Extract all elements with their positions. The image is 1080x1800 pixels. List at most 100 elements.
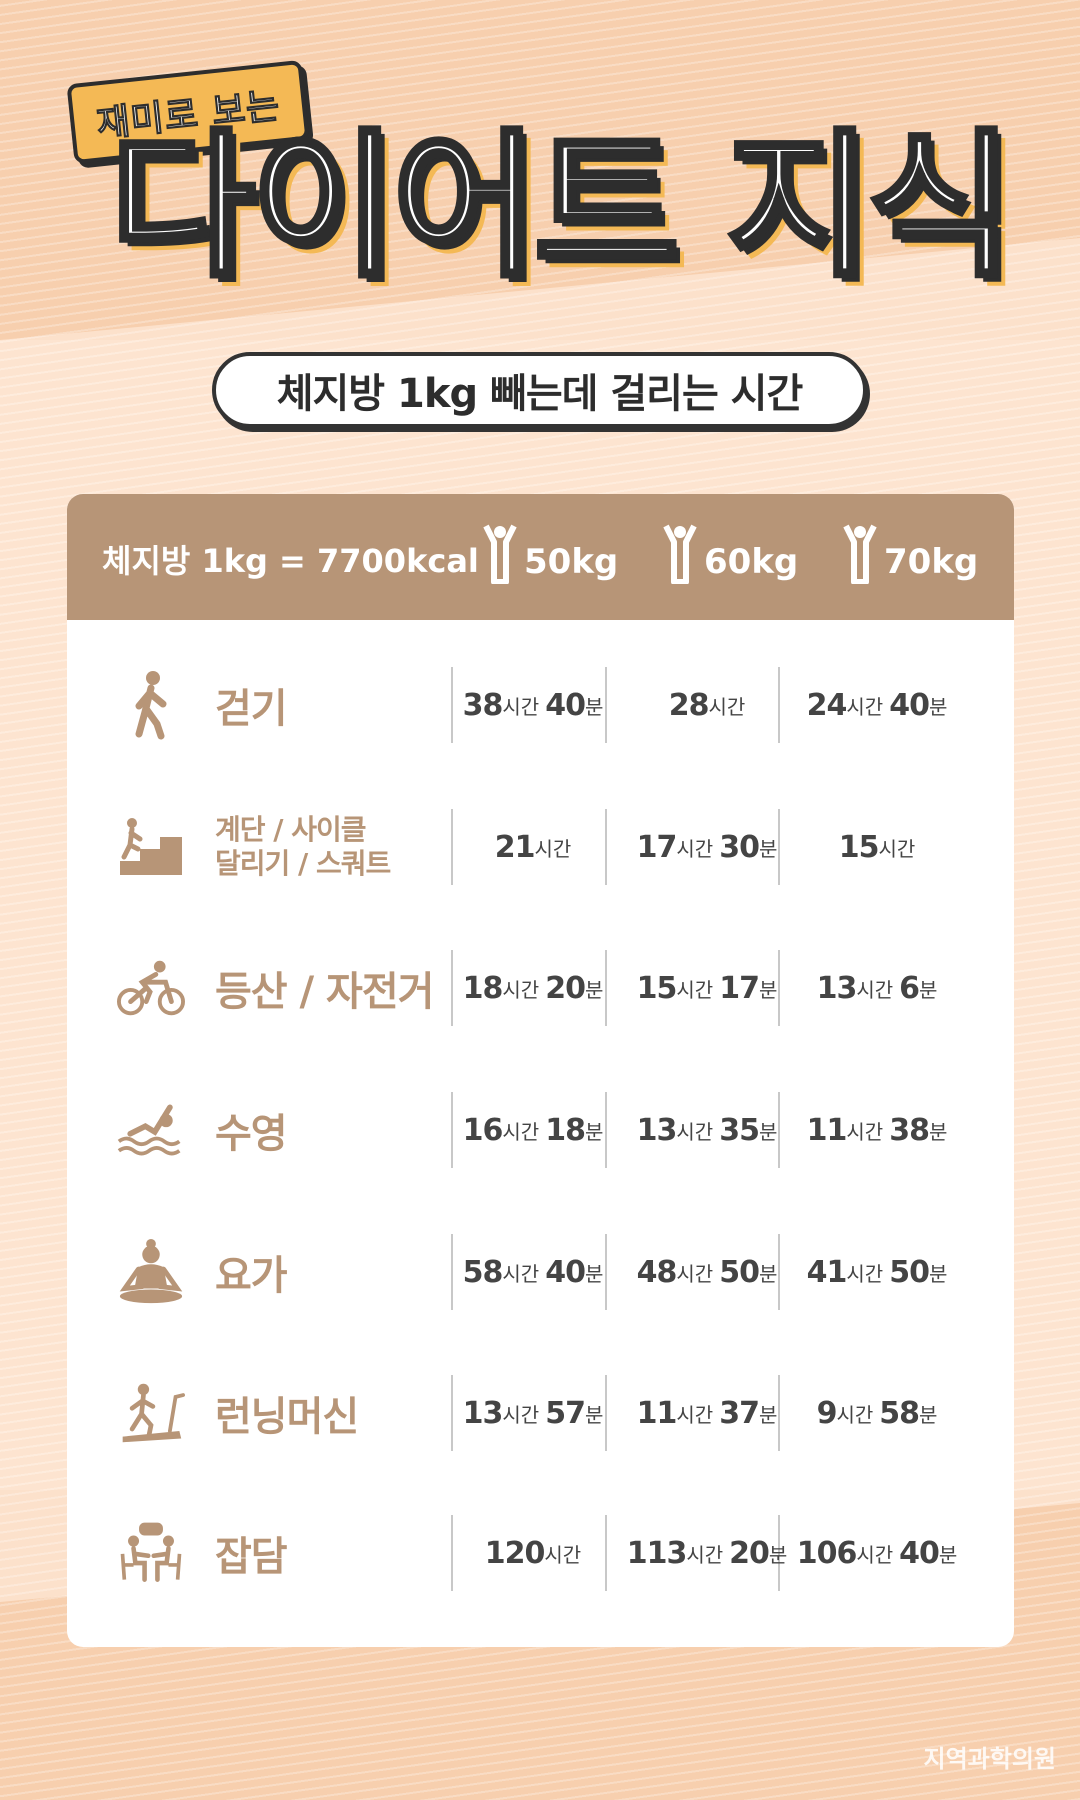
- time-value: 16: [462, 1112, 504, 1148]
- time-value: 50: [889, 1254, 930, 1290]
- time-cell: 11 시간 37 분: [618, 1375, 796, 1451]
- time-cell: 106 시간 40 분: [788, 1515, 966, 1591]
- time-value: 11: [806, 1112, 848, 1148]
- time-value: 57: [545, 1395, 586, 1431]
- time-value: 13: [636, 1112, 678, 1148]
- treadmill-icon: [117, 1375, 185, 1451]
- time-unit: 시간: [502, 1402, 540, 1427]
- time-unit: 시간: [878, 836, 916, 861]
- time-cell: 120 시간: [444, 1515, 622, 1591]
- activity-label: 계단 / 사이클 달리기 / 스쿼트: [215, 809, 391, 885]
- person-icon: [843, 524, 877, 584]
- column-divider: [778, 1375, 780, 1451]
- time-value: 20: [729, 1535, 770, 1571]
- person-icon: [663, 524, 697, 584]
- time-cell: 58 시간 40 분: [444, 1234, 622, 1310]
- column-divider: [451, 1234, 453, 1310]
- time-cell: 41 시간 50 분: [788, 1234, 966, 1310]
- column-divider: [451, 1375, 453, 1451]
- time-unit: 분: [938, 1542, 958, 1567]
- time-unit: 시간: [502, 1119, 540, 1144]
- time-cell: 48 시간 50 분: [618, 1234, 796, 1310]
- time-unit: 분: [919, 977, 938, 1002]
- time-unit: 분: [928, 1119, 948, 1144]
- time-value: 37: [719, 1395, 760, 1431]
- kcal-formula: 체지방 1kg = 7700kcal: [102, 542, 479, 580]
- time-unit: 분: [758, 1402, 778, 1427]
- time-value: 15: [636, 970, 678, 1006]
- column-divider: [605, 1092, 607, 1168]
- column-divider: [605, 950, 607, 1026]
- time-unit: 시간: [502, 1261, 540, 1286]
- walking-icon: [117, 667, 185, 743]
- time-unit: 분: [928, 694, 948, 719]
- time-value: 6: [899, 970, 920, 1006]
- time-unit: 시간: [502, 694, 540, 719]
- activity-label-line: 요가: [215, 1253, 288, 1299]
- time-unit: 시간: [856, 977, 894, 1002]
- time-cell: 18 시간 20 분: [444, 950, 622, 1026]
- column-divider: [778, 1234, 780, 1310]
- time-unit: 시간: [856, 1542, 894, 1567]
- time-unit: 시간: [676, 977, 714, 1002]
- time-value: 113: [626, 1535, 688, 1571]
- column-divider: [605, 1234, 607, 1310]
- table-row: 요가 58 시간 40 분 48 시간 50 분 41 시간 50 분: [67, 1234, 1014, 1310]
- time-cell: 13 시간 6 분: [788, 950, 966, 1026]
- swimming-icon: [117, 1092, 185, 1168]
- table-row: 런닝머신 13 시간 57 분 11 시간 37 분 9 시간 58 분: [67, 1375, 1014, 1451]
- activity-label-line: 달리기 / 스쿼트: [215, 847, 391, 880]
- column-divider: [778, 809, 780, 885]
- table-row: 걷기 38 시간 40 분 28 시간 24 시간 40 분: [67, 667, 1014, 743]
- time-cell: 13 시간 57 분: [444, 1375, 622, 1451]
- time-unit: 시간: [846, 1119, 884, 1144]
- column-divider: [451, 1515, 453, 1591]
- time-value: 24: [806, 687, 848, 723]
- time-value: 40: [899, 1535, 940, 1571]
- activity-label: 요가: [215, 1234, 288, 1310]
- time-unit: 시간: [708, 694, 746, 719]
- column-divider: [778, 1092, 780, 1168]
- time-unit: 분: [584, 694, 604, 719]
- time-value: 18: [462, 970, 504, 1006]
- activity-label-line: 런닝머신: [215, 1394, 359, 1440]
- weight-label: 70kg: [884, 542, 979, 582]
- time-unit: 분: [758, 836, 778, 861]
- activity-label-line: 걷기: [215, 686, 288, 732]
- activity-label-line: 계단 / 사이클: [215, 813, 367, 846]
- time-value: 11: [636, 1395, 678, 1431]
- time-unit: 분: [758, 1261, 778, 1286]
- time-value: 21: [494, 829, 536, 865]
- table-header: 체지방 1kg = 7700kcal 50kg 60kg 70kg: [67, 494, 1014, 620]
- time-cell: 15 시간: [788, 809, 966, 885]
- time-value: 15: [838, 829, 880, 865]
- column-divider: [778, 1515, 780, 1591]
- column-divider: [605, 1515, 607, 1591]
- time-value: 120: [484, 1535, 546, 1571]
- activity-label: 걷기: [215, 667, 288, 743]
- table-row: 잡담 120 시간 113 시간 20 분 106 시간 40 분: [67, 1515, 1014, 1591]
- subtitle-box: 체지방 1kg 빼는데 걸리는 시간: [212, 352, 867, 428]
- time-value: 40: [889, 687, 930, 723]
- time-value: 38: [462, 687, 504, 723]
- page-title: 다이어트 지식: [108, 115, 1016, 299]
- weight-column-70: 70kg: [842, 524, 978, 584]
- weight-column-50: 50kg: [482, 524, 618, 584]
- time-cell: 38 시간 40 분: [444, 667, 622, 743]
- time-unit: 시간: [676, 1261, 714, 1286]
- column-divider: [451, 667, 453, 743]
- column-divider: [605, 809, 607, 885]
- column-divider: [605, 1375, 607, 1451]
- column-divider: [451, 1092, 453, 1168]
- time-unit: 분: [758, 977, 778, 1002]
- time-value: 50: [719, 1254, 760, 1290]
- time-cell: 28 시간: [618, 667, 796, 743]
- time-unit: 분: [928, 1261, 948, 1286]
- activity-label: 런닝머신: [215, 1375, 359, 1451]
- cycling-icon: [117, 950, 185, 1026]
- time-value: 20: [545, 970, 586, 1006]
- time-cell: 11 시간 38 분: [788, 1092, 966, 1168]
- time-cell: 15 시간 17 분: [618, 950, 796, 1026]
- time-unit: 시간: [534, 836, 572, 861]
- table-row: 등산 / 자전거 18 시간 20 분 15 시간 17 분 13 시간 6 분: [67, 950, 1014, 1026]
